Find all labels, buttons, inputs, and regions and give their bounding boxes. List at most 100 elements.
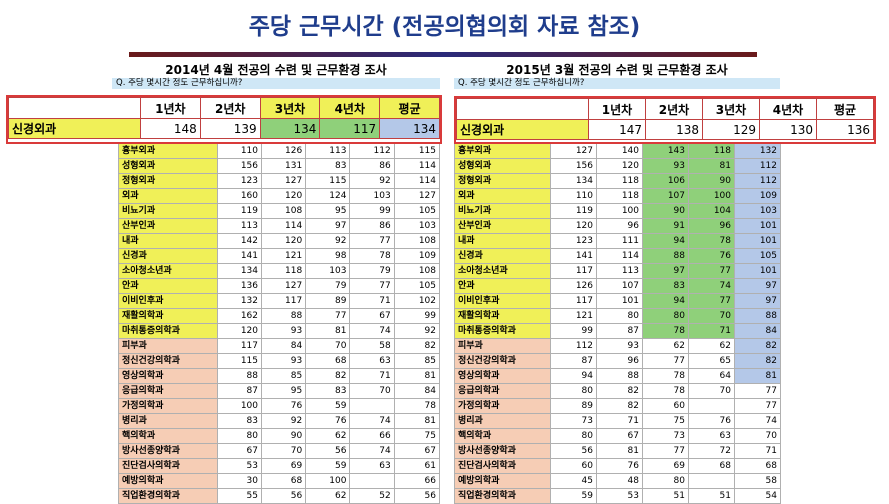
table-row: 병리과 73 71 75 76 74 bbox=[454, 413, 781, 429]
table-cell: 84 bbox=[393, 383, 441, 399]
table-row: 예방의학과 30 68 100 66 bbox=[118, 473, 441, 489]
table-cell: 88 bbox=[260, 308, 307, 324]
table-cell: 80 bbox=[216, 428, 263, 444]
department-name: 가정의학과 bbox=[118, 398, 218, 414]
table-cell: 120 bbox=[216, 323, 263, 339]
table-cell: 48 bbox=[596, 473, 643, 489]
table-cell: 93 bbox=[260, 353, 307, 369]
table-cell: 123 bbox=[550, 233, 597, 249]
table-cell: 74 bbox=[688, 278, 735, 294]
department-name: 피부과 bbox=[118, 338, 218, 354]
table-row: 마취통증의학과 120 93 81 74 92 bbox=[118, 323, 441, 339]
survey-2015-panel: 2015년 3월 전공의 수련 및 근무환경 조사 Q. 주당 몇시간 정도 근… bbox=[454, 62, 781, 504]
value-year2: 138 bbox=[645, 119, 703, 140]
title-underline bbox=[129, 52, 757, 57]
table-cell: 59 bbox=[305, 458, 351, 474]
table-cell: 115 bbox=[305, 173, 351, 189]
table-cell: 113 bbox=[305, 143, 351, 159]
table-cell: 56 bbox=[550, 443, 597, 459]
table-cell: 87 bbox=[596, 323, 643, 339]
table-cell: 114 bbox=[393, 173, 441, 189]
table-cell: 69 bbox=[260, 458, 307, 474]
table-cell: 90 bbox=[260, 428, 307, 444]
table-cell: 74 bbox=[349, 323, 395, 339]
table-row: 신경과 141 114 88 76 105 bbox=[454, 248, 781, 264]
table-cell: 45 bbox=[550, 473, 597, 489]
department-name: 외과 bbox=[118, 188, 218, 204]
department-name: 성형외과 bbox=[118, 158, 218, 174]
table-cell: 96 bbox=[596, 218, 643, 234]
table-cell: 118 bbox=[596, 188, 643, 204]
department-name: 소아청소년과 bbox=[454, 263, 551, 279]
table-cell: 53 bbox=[596, 488, 643, 504]
table-row: 핵의학과 80 67 73 63 70 bbox=[454, 428, 781, 444]
table-row: 성형외과 156 131 83 86 114 bbox=[118, 158, 441, 174]
table-cell: 77 bbox=[688, 263, 735, 279]
table-cell: 132 bbox=[734, 143, 781, 159]
table-cell: 68 bbox=[688, 458, 735, 474]
table-cell: 58 bbox=[349, 338, 395, 354]
table-cell: 91 bbox=[642, 218, 689, 234]
department-name: 마취통증의학과 bbox=[454, 323, 551, 339]
department-name: 산부인과 bbox=[118, 218, 218, 234]
table-cell: 103 bbox=[305, 263, 351, 279]
department-name: 예방의학과 bbox=[118, 473, 218, 489]
table-cell: 156 bbox=[550, 158, 597, 174]
table-cell: 127 bbox=[260, 173, 307, 189]
table-cell: 78 bbox=[393, 398, 441, 414]
table-cell: 115 bbox=[216, 353, 263, 369]
value-average: 136 bbox=[816, 119, 874, 140]
table-cell: 82 bbox=[734, 353, 781, 369]
table-cell: 80 bbox=[596, 308, 643, 324]
table-row: 신경과 141 121 98 78 109 bbox=[118, 248, 441, 264]
table-cell: 75 bbox=[642, 413, 689, 429]
table-cell: 115 bbox=[393, 143, 441, 159]
table-cell: 126 bbox=[550, 278, 597, 294]
table-cell: 89 bbox=[305, 293, 351, 309]
table-cell: 71 bbox=[349, 368, 395, 384]
table-cell: 77 bbox=[642, 353, 689, 369]
table-cell: 95 bbox=[305, 203, 351, 219]
department-name: 성형외과 bbox=[454, 158, 551, 174]
department-name: 비뇨기과 bbox=[118, 203, 218, 219]
table-cell: 83 bbox=[305, 158, 351, 174]
table-cell: 126 bbox=[260, 143, 307, 159]
table-cell: 124 bbox=[305, 188, 351, 204]
department-name: 외과 bbox=[454, 188, 551, 204]
table-cell: 99 bbox=[393, 308, 441, 324]
table-cell: 71 bbox=[688, 323, 735, 339]
table-cell: 71 bbox=[734, 443, 781, 459]
table-cell: 51 bbox=[642, 488, 689, 504]
table-cell: 73 bbox=[642, 428, 689, 444]
table-row: 재활의학과 162 88 77 67 99 bbox=[118, 308, 441, 324]
table-cell: 118 bbox=[260, 263, 307, 279]
department-name: 병리과 bbox=[454, 413, 551, 429]
table-cell: 101 bbox=[734, 233, 781, 249]
table-cell: 59 bbox=[550, 488, 597, 504]
table-cell: 105 bbox=[393, 278, 441, 294]
table-row: 소아청소년과 134 118 103 79 108 bbox=[118, 263, 441, 279]
department-name: 직업환경의학과 bbox=[454, 488, 551, 504]
department-name: 소아청소년과 bbox=[118, 263, 218, 279]
table-row: 예방의학과 45 48 80 58 bbox=[454, 473, 781, 489]
table-cell: 120 bbox=[260, 233, 307, 249]
department-name: 진단검사의학과 bbox=[454, 458, 551, 474]
table-cell: 102 bbox=[393, 293, 441, 309]
table-cell: 107 bbox=[642, 188, 689, 204]
table-cell: 127 bbox=[393, 188, 441, 204]
table-cell bbox=[349, 473, 395, 489]
table-cell: 62 bbox=[688, 338, 735, 354]
table-cell: 108 bbox=[393, 233, 441, 249]
table-cell: 121 bbox=[260, 248, 307, 264]
table-cell: 81 bbox=[734, 368, 781, 384]
department-name: 정형외과 bbox=[454, 173, 551, 189]
department-name: 핵의학과 bbox=[118, 428, 218, 444]
table-cell: 58 bbox=[734, 473, 781, 489]
department-name: 영상의학과 bbox=[118, 368, 218, 384]
table-cell: 114 bbox=[596, 248, 643, 264]
table-cell: 113 bbox=[216, 218, 263, 234]
header-year2: 2년차 bbox=[199, 97, 261, 119]
table-cell: 71 bbox=[349, 293, 395, 309]
header-blank bbox=[8, 97, 141, 119]
table-cell: 77 bbox=[734, 398, 781, 414]
